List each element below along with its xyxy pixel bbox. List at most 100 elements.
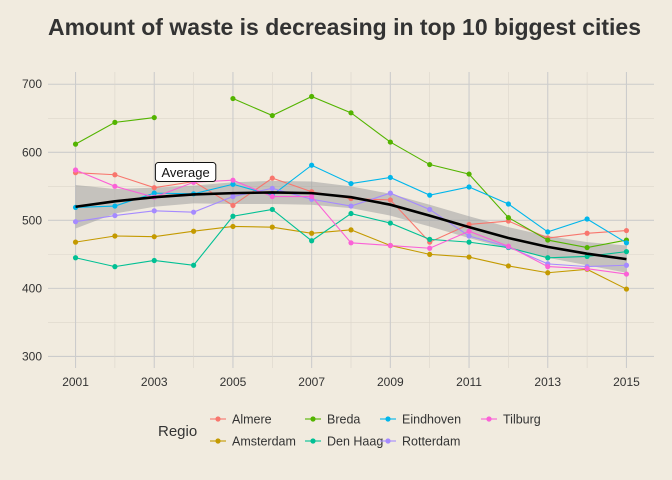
data-point bbox=[466, 184, 472, 190]
data-point bbox=[230, 193, 236, 200]
legend-item-amsterdam: Amsterdam bbox=[210, 435, 296, 449]
data-point bbox=[112, 119, 118, 125]
legend: Regio Almere Amsterdam Breda Den Haag Eindhov… bbox=[158, 413, 541, 449]
x-tick-label: 2001 bbox=[62, 375, 89, 389]
data-point bbox=[584, 230, 590, 236]
data-point bbox=[466, 233, 472, 239]
data-point bbox=[623, 262, 630, 268]
series-den-haag bbox=[72, 206, 630, 270]
x-tick-label: 2013 bbox=[534, 375, 561, 389]
data-point bbox=[427, 206, 433, 213]
x-tick-label: 2003 bbox=[141, 375, 168, 389]
annotation-label: Average bbox=[162, 165, 210, 180]
y-tick-label: 300 bbox=[22, 349, 42, 363]
legend-swatch-dot bbox=[385, 416, 391, 422]
data-point bbox=[427, 245, 433, 251]
y-tick-label: 700 bbox=[22, 77, 42, 91]
data-point bbox=[623, 227, 630, 234]
legend-title: Regio bbox=[158, 423, 197, 440]
legend-swatch-dot bbox=[385, 438, 391, 444]
data-point bbox=[151, 234, 157, 240]
data-point bbox=[387, 174, 393, 181]
data-point bbox=[584, 266, 590, 272]
data-point bbox=[309, 230, 315, 236]
legend-item-rotterdam: Rotterdam bbox=[380, 435, 460, 449]
data-point bbox=[190, 262, 197, 268]
legend-swatch-dot bbox=[215, 438, 221, 444]
data-point bbox=[623, 240, 630, 246]
data-point bbox=[112, 203, 118, 209]
legend-swatch-dot bbox=[310, 416, 316, 422]
legend-item-den-haag: Den Haag bbox=[305, 435, 383, 449]
x-tick-label: 2011 bbox=[456, 375, 482, 389]
data-point bbox=[505, 201, 512, 207]
data-point bbox=[584, 216, 590, 222]
data-point bbox=[230, 202, 236, 208]
data-point bbox=[151, 208, 157, 214]
data-point bbox=[623, 249, 630, 255]
data-point bbox=[348, 210, 354, 217]
legend-label: Eindhoven bbox=[402, 413, 461, 427]
data-point bbox=[309, 193, 315, 200]
data-point bbox=[348, 227, 354, 233]
data-point bbox=[269, 112, 275, 119]
data-point bbox=[112, 183, 118, 189]
data-point bbox=[72, 219, 79, 225]
y-tick-label: 500 bbox=[22, 213, 42, 227]
data-point bbox=[269, 193, 275, 200]
legend-label: Almere bbox=[232, 413, 272, 427]
data-point bbox=[309, 238, 315, 244]
data-point bbox=[387, 197, 393, 203]
data-point bbox=[348, 240, 354, 246]
data-point bbox=[269, 206, 275, 213]
data-point bbox=[505, 215, 512, 221]
series-breda bbox=[72, 93, 630, 251]
data-point bbox=[151, 114, 157, 121]
data-point bbox=[466, 254, 472, 260]
data-point bbox=[505, 243, 512, 249]
data-point bbox=[545, 255, 551, 261]
data-point bbox=[72, 255, 79, 261]
data-point bbox=[623, 271, 630, 277]
axis-labels: 300 400 500 600 700 2001 2003 2005 2007 2009 2011 2… bbox=[22, 77, 640, 389]
data-point bbox=[230, 95, 236, 102]
legend-label: Rotterdam bbox=[402, 435, 460, 449]
data-point bbox=[309, 93, 315, 100]
average-line bbox=[75, 191, 627, 261]
data-point bbox=[387, 242, 393, 249]
data-point bbox=[427, 251, 433, 257]
data-point bbox=[112, 233, 118, 239]
data-point bbox=[348, 110, 354, 116]
data-point bbox=[269, 175, 275, 181]
data-point bbox=[230, 181, 236, 187]
chart-title: Amount of waste is decreasing in top 10 … bbox=[48, 14, 642, 40]
y-tick-label: 600 bbox=[22, 145, 42, 159]
data-point bbox=[505, 263, 512, 269]
data-point bbox=[387, 220, 393, 226]
data-point bbox=[190, 228, 197, 234]
data-point bbox=[269, 185, 275, 191]
y-tick-label: 400 bbox=[22, 281, 42, 295]
data-point bbox=[427, 192, 433, 198]
legend-label: Breda bbox=[327, 413, 360, 427]
legend-label: Den Haag bbox=[327, 435, 383, 449]
grid-lines bbox=[48, 72, 654, 368]
x-tick-label: 2005 bbox=[220, 375, 247, 389]
data-point bbox=[72, 239, 79, 245]
legend-item-tilburg: Tilburg bbox=[481, 413, 541, 427]
data-point bbox=[112, 172, 118, 178]
data-point bbox=[466, 239, 472, 245]
data-point bbox=[387, 190, 393, 196]
legend-item-breda: Breda bbox=[305, 413, 360, 427]
legend-label: Amsterdam bbox=[232, 435, 296, 449]
data-point bbox=[230, 213, 236, 219]
legend-item-almere: Almere bbox=[210, 413, 272, 427]
data-point bbox=[545, 270, 551, 276]
annotations: Average bbox=[154, 162, 217, 183]
data-point bbox=[427, 161, 433, 168]
x-tick-label: 2015 bbox=[613, 375, 640, 389]
data-point bbox=[190, 209, 197, 215]
data-point bbox=[151, 190, 157, 196]
